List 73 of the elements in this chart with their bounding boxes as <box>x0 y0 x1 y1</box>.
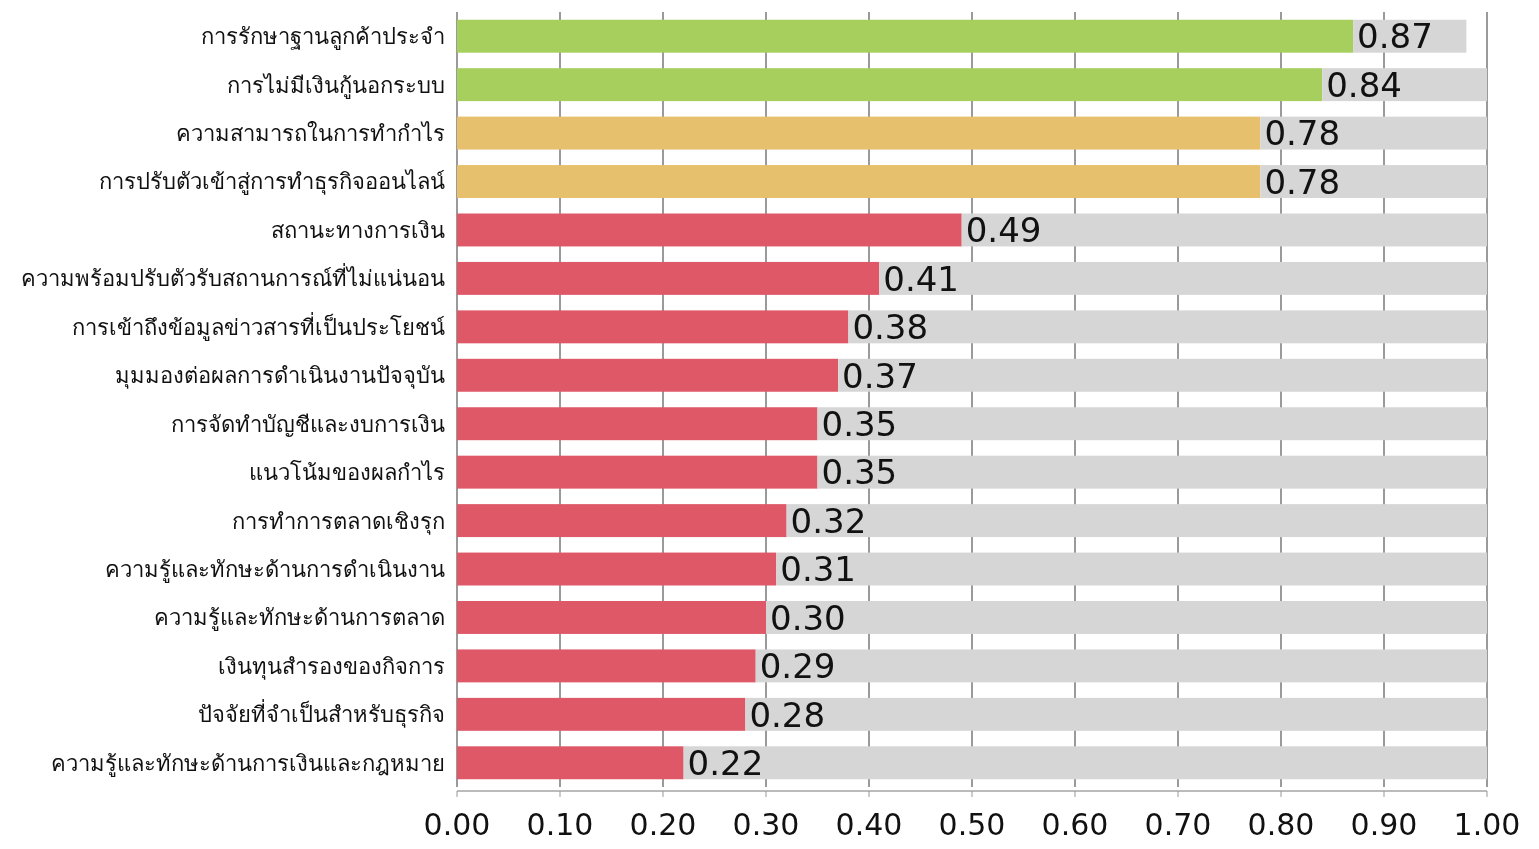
data-label: 0.37 <box>842 355 918 396</box>
data-label: 0.78 <box>1264 113 1341 154</box>
x-tick-label: 0.60 <box>1041 807 1109 842</box>
y-tick-label: ความรู้และทักษะด้านการตลาด <box>154 605 445 632</box>
x-tick-label: 0.70 <box>1144 807 1212 842</box>
y-tick-label: ความพร้อมปรับตัวรับสถานการณ์ที่ไม่แน่นอน <box>21 263 445 292</box>
y-tick-label: สถานะทางการเงิน <box>271 217 445 243</box>
data-label: 0.30 <box>770 597 846 638</box>
y-tick-label: การทำการตลาดเชิงรุก <box>232 508 445 535</box>
data-label: 0.29 <box>759 646 836 687</box>
y-tick-label: แนวโน้มของผลกำไร <box>249 460 445 486</box>
bar <box>457 455 818 489</box>
bar <box>457 649 756 683</box>
data-label: 0.84 <box>1326 64 1402 105</box>
bar <box>457 310 849 344</box>
x-tick-label: 0.40 <box>835 807 903 842</box>
bar <box>457 504 787 538</box>
y-tick-label: ปัจจัยที่จำเป็นสำหรับธุรกิจ <box>198 699 445 729</box>
y-tick-label: การรักษาฐานลูกค้าประจำ <box>201 24 445 51</box>
bar <box>457 697 746 731</box>
y-tick-label: การปรับตัวเข้าสู่การทำธุรกิจออนไลน์ <box>99 169 445 196</box>
y-tick-label: การจัดทำบัญชีและงบการเงิน <box>171 411 445 437</box>
bar <box>457 746 684 780</box>
bar <box>838 358 1487 392</box>
bar <box>1260 116 1487 150</box>
bar <box>457 68 1323 102</box>
bar <box>848 310 1487 344</box>
bar <box>745 697 1487 731</box>
bar <box>457 601 766 634</box>
bar <box>817 455 1487 489</box>
bar <box>1260 165 1487 198</box>
bar <box>457 552 777 586</box>
x-tick-label: 0.30 <box>732 807 800 842</box>
data-label: 0.22 <box>687 743 764 784</box>
data-label: 0.35 <box>821 452 898 493</box>
data-label: 0.35 <box>821 403 898 444</box>
x-tick-label: 0.10 <box>526 807 594 842</box>
x-tick-label: 0.90 <box>1350 807 1418 842</box>
bar <box>457 165 1261 198</box>
data-label: 0.28 <box>749 694 826 735</box>
y-tick-label: ความสามารถในการทำกำไร <box>176 121 445 147</box>
bar <box>457 116 1261 150</box>
y-tick-label: การเข้าถึงข้อมูลข่าวสารที่เป็นประโยชน์ <box>72 311 445 341</box>
data-label: 0.49 <box>965 210 1042 251</box>
bar <box>755 649 1487 683</box>
x-tick-label: 1.00 <box>1453 807 1521 842</box>
bar <box>879 261 1487 295</box>
bar <box>786 504 1487 538</box>
y-tick-label: การไม่มีเงินกู้นอกระบบ <box>227 72 445 99</box>
y-tick-label: ความรู้และทักษะด้านการเงินและกฎหมาย <box>51 750 445 777</box>
y-tick-label: เงินทุนสำรองของกิจการ <box>218 653 445 680</box>
bar <box>457 407 818 441</box>
bar <box>457 213 962 247</box>
bar <box>457 261 880 295</box>
bar <box>457 19 1354 53</box>
x-tick-label: 0.80 <box>1247 807 1315 842</box>
bar <box>961 213 1487 247</box>
bar <box>817 407 1487 441</box>
bar <box>683 746 1487 780</box>
data-label: 0.32 <box>790 500 867 541</box>
data-label: 0.41 <box>883 258 959 299</box>
y-tick-label: ความรู้และทักษะด้านการดำเนินงาน <box>105 556 445 583</box>
data-label: 0.78 <box>1264 161 1341 202</box>
bar <box>776 552 1487 586</box>
bar <box>457 358 839 392</box>
data-label: 0.87 <box>1357 16 1433 57</box>
bar <box>766 601 1487 634</box>
x-tick-label: 0.50 <box>938 807 1006 842</box>
x-tick-label: 0.00 <box>423 807 491 842</box>
data-label: 0.31 <box>780 549 856 590</box>
x-tick-label: 0.20 <box>629 807 697 842</box>
data-label: 0.38 <box>852 307 929 348</box>
y-tick-label: มุมมองต่อผลการดำเนินงานปัจจุบัน <box>115 363 445 390</box>
